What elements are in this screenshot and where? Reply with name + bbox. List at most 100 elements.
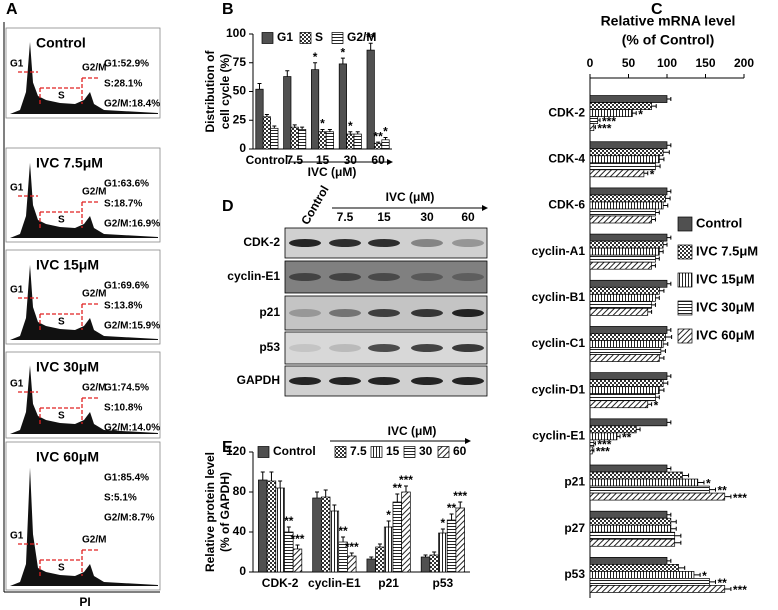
error-bar (667, 466, 672, 471)
bar (366, 558, 376, 573)
bar (589, 439, 595, 448)
significance: * (313, 50, 318, 64)
y-tick-label: 25 (233, 112, 247, 126)
bar (401, 491, 411, 573)
x-tick-label: 150 (695, 56, 715, 70)
legend-label: Control (273, 444, 316, 458)
protein-label: CDK-2 (243, 235, 280, 249)
bar (325, 131, 334, 150)
band (411, 344, 443, 352)
histogram (10, 162, 158, 238)
y-tick-label: cyclin-E1 (532, 429, 585, 443)
bar (589, 538, 676, 547)
bar (589, 215, 652, 224)
significance: *** (290, 532, 304, 546)
bar (589, 393, 656, 402)
bar (589, 517, 672, 526)
error-bar (667, 512, 672, 517)
bar (589, 141, 668, 150)
legend-swatch (677, 272, 693, 288)
legend-swatch (261, 32, 274, 44)
error-bar (667, 97, 672, 102)
bar (255, 88, 264, 150)
band (329, 309, 361, 317)
error-bar (592, 448, 595, 453)
bar (589, 333, 666, 341)
phase-stat: G2/M:18.4% (104, 99, 160, 110)
band (368, 309, 400, 317)
error-bar (386, 520, 391, 527)
band (411, 273, 443, 281)
error-bar (667, 374, 672, 379)
error-bar (660, 349, 666, 354)
bar (589, 564, 679, 572)
bar (589, 354, 660, 362)
protein-label: cyclin-E1 (227, 269, 280, 283)
significance: * (383, 125, 388, 139)
x-tick-label: 30 (344, 153, 358, 167)
histogram-frame (5, 441, 161, 591)
error-bar (663, 342, 669, 346)
significance: * (654, 398, 659, 412)
legend-swatch (370, 446, 383, 458)
y-tick-label: cyclin-C1 (532, 336, 586, 350)
error-bar (327, 128, 332, 132)
error-bar (300, 126, 305, 130)
y-tick-label: 80 (233, 484, 247, 498)
y-tick-label: p27 (564, 521, 585, 535)
y-tick-label: p53 (564, 567, 585, 581)
error-bar (458, 501, 463, 508)
error-bar (651, 104, 657, 109)
error-bar (295, 544, 300, 549)
phase-stat: G1:63.6% (104, 179, 149, 190)
bar (589, 293, 656, 302)
error-bar (651, 263, 656, 268)
error-bar (651, 302, 656, 307)
panel-label: A (6, 1, 18, 18)
x-tick-label: Control (246, 153, 289, 167)
band (452, 377, 484, 385)
x-axis-label: PI (79, 595, 90, 609)
histogram-title: Control (36, 35, 86, 51)
legend-title: IVC (μM) (388, 424, 437, 438)
band (368, 273, 400, 281)
significance: ** (366, 30, 376, 44)
error-bar (376, 141, 381, 144)
significance: *** (345, 540, 359, 554)
significance: ** (393, 481, 403, 495)
error-bar (670, 526, 677, 531)
gate-label: S (58, 411, 65, 422)
legend-label: IVC 15μM (696, 271, 755, 286)
error-bar (665, 196, 671, 201)
error-bar (655, 210, 660, 215)
y-tick-label: 0 (239, 564, 246, 578)
gate-label: G1 (10, 379, 24, 390)
legend-swatch (677, 244, 693, 260)
bar (338, 63, 347, 150)
phase-stat: S:10.8% (104, 403, 142, 414)
bar (589, 372, 668, 381)
significance: *** (733, 583, 747, 597)
gate-label: G2/M (82, 63, 106, 74)
gate-label: G1 (10, 285, 24, 296)
bar (318, 131, 327, 150)
band (368, 377, 400, 385)
y-tick-label: p21 (564, 475, 585, 489)
bar (589, 279, 668, 288)
error-bar (663, 381, 669, 386)
bar (321, 496, 331, 573)
significance: * (650, 167, 655, 181)
error-bar (403, 485, 408, 492)
y-tick-label: 75 (233, 55, 247, 69)
significance: * (320, 117, 325, 131)
y-tick-label: 40 (233, 524, 247, 538)
histogram-frame (5, 27, 161, 119)
error-bar (697, 480, 705, 485)
phase-stat: G1:74.5% (104, 383, 149, 394)
error-bar (670, 519, 677, 524)
significance: ** (447, 501, 457, 515)
error-bar (632, 111, 637, 116)
error-bar (423, 554, 428, 557)
error-bar (647, 402, 653, 407)
significance: * (348, 119, 353, 133)
